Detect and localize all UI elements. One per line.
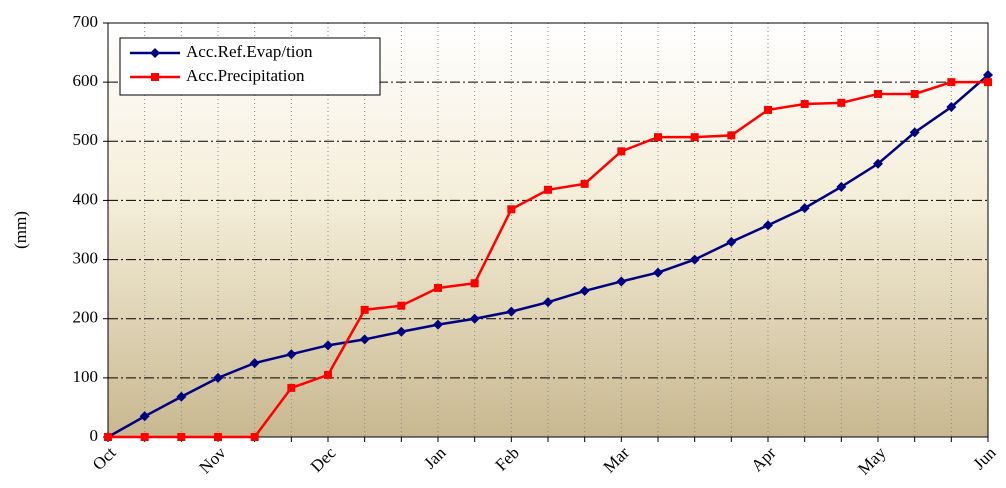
point: [653, 267, 663, 278]
point: [764, 105, 772, 114]
point: [763, 220, 773, 231]
point: [324, 370, 332, 379]
legend-label: Acc.Ref.Evap/tion: [186, 42, 313, 61]
point: [360, 305, 369, 314]
x-tick-label: Dec: [307, 443, 340, 476]
y-axis-label: (mm): [11, 211, 30, 249]
point: [984, 78, 992, 87]
point: [249, 358, 260, 369]
y-tick-label: 600: [73, 71, 99, 90]
point: [433, 319, 443, 330]
point: [470, 279, 479, 288]
point: [873, 158, 883, 169]
point: [176, 391, 187, 402]
point: [469, 313, 480, 324]
point: [177, 433, 186, 441]
point: [544, 185, 552, 194]
point: [323, 340, 333, 351]
y-tick-label: 200: [73, 308, 99, 327]
point: [654, 133, 662, 142]
x-tick-label: Jun: [969, 443, 999, 473]
point: [690, 133, 699, 142]
point: [140, 433, 149, 441]
y-tick-label: 700: [73, 12, 99, 31]
point: [983, 70, 993, 81]
point: [837, 98, 846, 107]
point: [617, 147, 626, 156]
point: [287, 383, 296, 392]
point: [616, 276, 627, 287]
point: [397, 301, 406, 310]
point: [947, 78, 956, 87]
point: [580, 179, 589, 188]
y-tick-label: 300: [73, 248, 99, 267]
x-tick-label: Jan: [420, 443, 450, 473]
point: [396, 326, 407, 337]
point: [213, 372, 223, 383]
legend-box: [119, 37, 381, 96]
y-tick-label: 400: [73, 189, 99, 208]
x-tick-label: Oct: [89, 443, 120, 474]
point: [506, 306, 517, 317]
x-tick-label: Mar: [599, 443, 633, 477]
point: [104, 433, 112, 441]
legend-marker: [151, 73, 159, 81]
point: [726, 236, 737, 247]
point: [543, 297, 553, 308]
point: [909, 127, 920, 138]
point: [689, 254, 700, 265]
point: [836, 181, 847, 192]
point: [799, 203, 810, 214]
point: [579, 285, 590, 296]
x-tick-label: Feb: [491, 443, 522, 474]
point: [507, 205, 516, 214]
point: [214, 433, 222, 441]
x-tick-label: May: [854, 443, 890, 479]
point: [139, 411, 150, 422]
y-tick-label: 0: [90, 426, 99, 445]
point: [874, 89, 882, 98]
x-tick-label: Apr: [747, 443, 779, 475]
point: [359, 334, 370, 345]
legend-marker: [150, 48, 160, 58]
point: [910, 89, 919, 98]
point: [250, 433, 259, 441]
point: [286, 349, 297, 360]
y-tick-label: 100: [73, 367, 99, 386]
y-tick-label: 500: [73, 130, 99, 149]
x-tick-label: Nov: [195, 443, 229, 477]
point: [946, 101, 957, 112]
point: [800, 100, 809, 109]
legend-label: Acc.Precipitation: [186, 66, 305, 85]
point: [727, 131, 736, 140]
point: [434, 283, 442, 292]
